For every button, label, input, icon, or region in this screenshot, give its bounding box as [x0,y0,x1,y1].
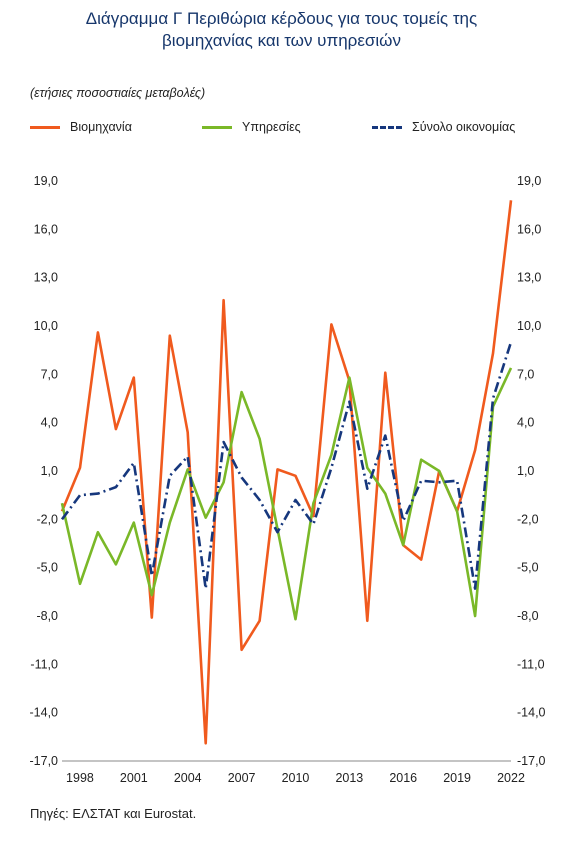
y-tick-label-left: -5,0 [36,561,58,575]
legend-swatch-economy [372,125,402,129]
legend-label-economy: Σύνολο οικονομίας [412,120,516,134]
series-line-industry [60,200,513,745]
y-tick-label-left: -8,0 [36,609,58,623]
y-tick-label-right: -8,0 [517,609,539,623]
y-tick-label-right: 19,0 [517,174,541,188]
legend-label-industry: Βιομηχανία [70,120,132,134]
y-tick-label-right: 1,0 [517,464,534,478]
y-tick-label-left: -11,0 [30,657,58,671]
x-tick-label: 2022 [497,771,525,785]
y-tick-label-left: -17,0 [30,754,59,768]
y-tick-label-left: 13,0 [34,271,58,285]
legend-label-services: Υπηρεσίες [242,120,301,134]
y-tick-label-right: -14,0 [517,706,546,720]
x-tick-label: 2004 [174,771,202,785]
x-tick-label: 2007 [228,771,256,785]
y-tick-label-left: 4,0 [41,416,58,430]
y-tick-label-right: -5,0 [517,561,539,575]
legend-item-services: Υπηρεσίες [202,120,301,134]
x-tick-label: 2010 [282,771,310,785]
chart-title-line1: Διάγραμμα Γ Περιθώρια κέρδους για τους τ… [85,9,478,28]
legend-item-economy: Σύνολο οικονομίας [372,120,515,134]
x-tick-label: 2019 [443,771,471,785]
x-tick-label: 2001 [120,771,148,785]
line-chart: 19,0 19,0 16,0 16,0 13,0 13,0 10,0 10,0 7,0 7,0 4,… [30,174,546,785]
series-line-services [60,367,513,621]
legend-swatch-industry [30,125,60,129]
y-tick-label-left: 19,0 [34,174,58,188]
y-tick-label-right: 7,0 [517,367,534,381]
chart-subtitle: (ετήσιες ποσοστιαίες μεταβολές) [30,86,206,100]
chart-title-line2: βιομηχανίας και των υπηρεσιών [162,31,401,50]
y-tick-label-right: 13,0 [517,271,541,285]
y-tick-label-right: -2,0 [517,512,539,526]
y-tick-label-right: 4,0 [517,416,534,430]
y-tick-label-right: 16,0 [517,222,541,236]
x-tick-label: 2016 [389,771,417,785]
y-tick-label-right: -11,0 [517,657,545,671]
y-tick-label-left: 1,0 [41,464,58,478]
chart-title: Διάγραμμα Γ Περιθώρια κέρδους για τους τ… [0,8,563,52]
legend-swatch-services [202,125,232,129]
y-tick-label-left: 7,0 [41,367,58,381]
y-tick-label-left: -14,0 [30,706,59,720]
y-tick-label-left: 10,0 [34,319,58,333]
source-note: Πηγές: ΕΛΣΤΑΤ και Eurostat. [30,806,197,821]
y-tick-label-left: 16,0 [34,222,58,236]
series-line-economy [60,341,513,590]
y-tick-label-left: -2,0 [36,512,58,526]
y-tick-label-right: -17,0 [517,754,546,768]
x-tick-label: 2013 [335,771,363,785]
legend-item-industry: Βιομηχανία [30,120,132,134]
y-tick-label-right: 10,0 [517,319,541,333]
x-tick-label: 1998 [66,771,94,785]
chart-legend: Βιομηχανία Υπηρεσίες Σύνολο οικονομίας [30,120,550,138]
